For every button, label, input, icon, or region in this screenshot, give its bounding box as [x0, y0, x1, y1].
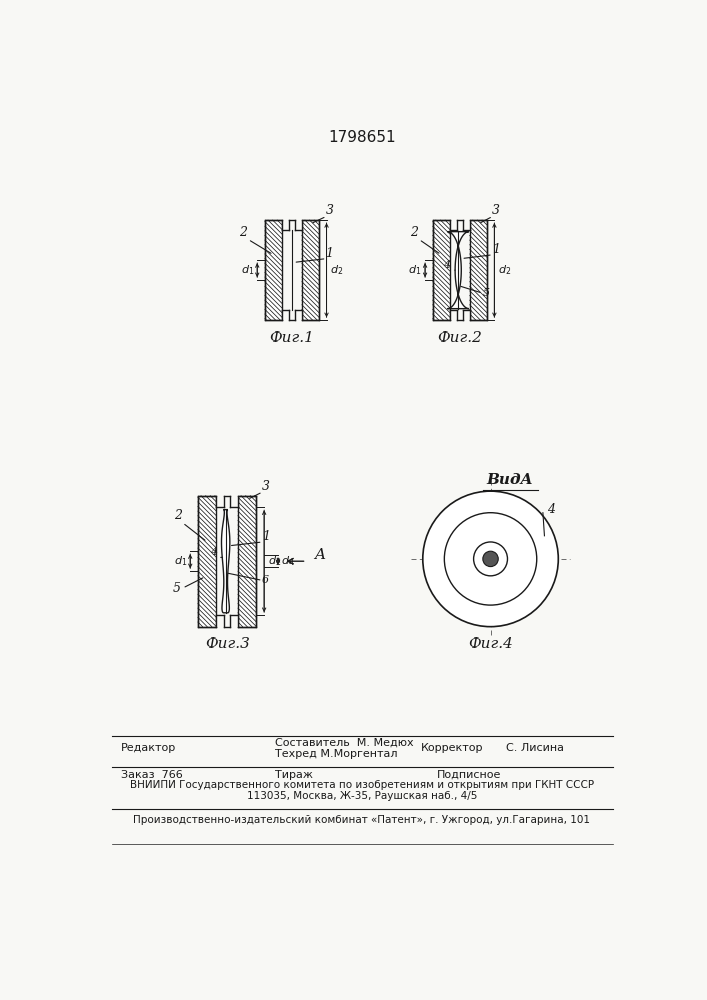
Text: 4: 4 — [547, 503, 556, 516]
Text: Подписное: Подписное — [437, 770, 501, 780]
Bar — [282, 310, 288, 320]
Text: 2: 2 — [410, 226, 419, 238]
Polygon shape — [448, 232, 469, 309]
Text: ВНИИПИ Государственного комитета по изобретениям и открытиям при ГКНТ СССР: ВНИИПИ Государственного комитета по изоб… — [130, 780, 594, 790]
Text: 3: 3 — [262, 480, 269, 493]
Text: Производственно-издательский комбинат «Патент», г. Ужгород, ул.Гагарина, 101: Производственно-издательский комбинат «П… — [134, 815, 590, 825]
Text: 113035, Москва, Ж-35, Раушская наб., 4/5: 113035, Москва, Ж-35, Раушская наб., 4/5 — [247, 791, 477, 801]
Text: 1: 1 — [492, 243, 500, 256]
Text: 3: 3 — [326, 204, 334, 217]
Text: 3: 3 — [492, 204, 500, 217]
Bar — [450, 220, 457, 230]
Text: $d_2$: $d_2$ — [267, 554, 281, 568]
Text: Фиг.1: Фиг.1 — [269, 331, 315, 345]
Bar — [302, 220, 319, 320]
Text: $d_1$: $d_1$ — [174, 554, 187, 568]
Bar — [457, 220, 463, 320]
Text: 2: 2 — [174, 509, 182, 522]
Bar — [265, 220, 282, 320]
Text: 1: 1 — [326, 247, 334, 260]
Text: Составитель  М. Медюх: Составитель М. Медюх — [275, 738, 414, 748]
Text: 1: 1 — [262, 530, 269, 543]
Text: Заказ  766: Заказ 766 — [121, 770, 182, 780]
Text: $d_2$: $d_2$ — [498, 263, 511, 277]
Text: 5: 5 — [173, 582, 180, 595]
Polygon shape — [221, 510, 230, 613]
Bar — [230, 615, 238, 627]
Text: A: A — [314, 548, 325, 562]
Text: 4: 4 — [210, 547, 217, 557]
Circle shape — [423, 491, 559, 627]
Text: 2: 2 — [240, 226, 247, 238]
Text: Корректор: Корректор — [421, 743, 484, 753]
Bar — [288, 220, 295, 320]
Bar — [216, 615, 224, 627]
Bar — [282, 220, 288, 230]
Text: ВидA: ВидA — [486, 473, 533, 487]
Bar — [224, 496, 230, 627]
Text: 5: 5 — [483, 288, 490, 298]
Bar — [463, 310, 469, 320]
Bar — [463, 220, 469, 230]
Bar — [295, 310, 302, 320]
Text: $d_4$: $d_4$ — [281, 554, 295, 568]
Text: С. Лисина: С. Лисина — [506, 743, 564, 753]
Text: $d_1$: $d_1$ — [409, 263, 422, 277]
Text: 1798651: 1798651 — [328, 130, 396, 145]
Bar — [450, 310, 457, 320]
Text: $d_2$: $d_2$ — [330, 263, 343, 277]
Text: 6: 6 — [262, 575, 269, 585]
Bar — [216, 496, 224, 507]
Bar — [295, 220, 302, 230]
Bar — [238, 496, 257, 627]
Bar — [230, 496, 238, 507]
Circle shape — [483, 551, 498, 567]
Text: Техред М.Моргентал: Техред М.Моргентал — [275, 749, 397, 759]
Text: 4: 4 — [443, 260, 450, 270]
Text: Фиг.4: Фиг.4 — [468, 637, 513, 651]
Bar — [198, 496, 216, 627]
Text: $d_1$: $d_1$ — [240, 263, 254, 277]
Text: Редактор: Редактор — [121, 743, 176, 753]
Bar — [433, 220, 450, 320]
Text: Тираж: Тираж — [275, 770, 313, 780]
Text: Фиг.2: Фиг.2 — [438, 331, 482, 345]
Text: Фиг.3: Фиг.3 — [205, 637, 250, 651]
Bar — [469, 220, 486, 320]
Circle shape — [444, 513, 537, 605]
Circle shape — [474, 542, 508, 576]
